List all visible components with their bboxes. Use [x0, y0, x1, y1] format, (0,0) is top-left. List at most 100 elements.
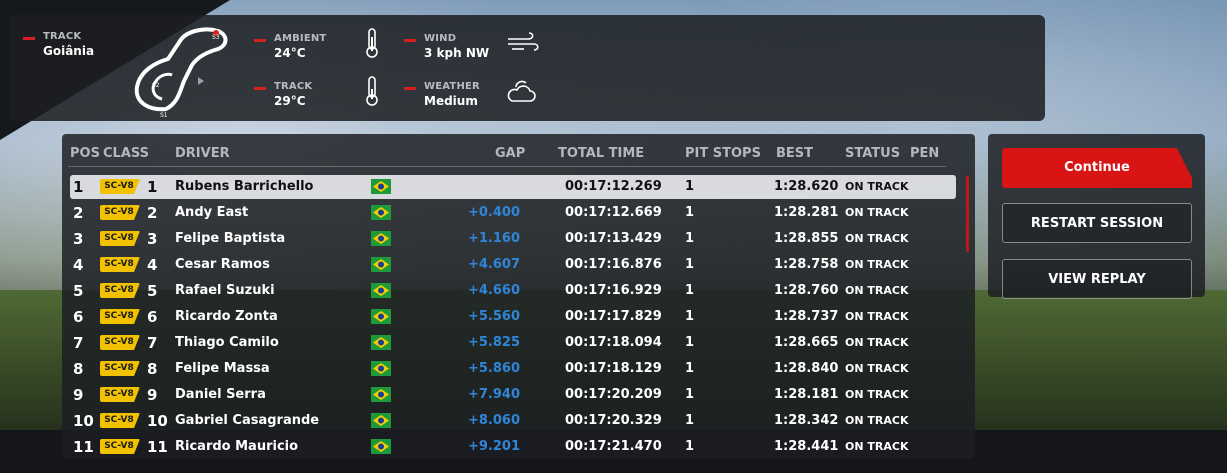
- pit-stops-cell: 1: [685, 309, 695, 324]
- pit-stops-cell: 1: [685, 387, 695, 402]
- class-badge: SC-V8: [100, 257, 140, 272]
- best-lap-cell: 1:28.441: [774, 439, 839, 454]
- best-lap-cell: 1:28.665: [774, 335, 839, 350]
- driver-name-cell: Thiago Camilo: [175, 335, 279, 350]
- table-scrollbar[interactable]: [966, 176, 969, 252]
- gap-cell: +7.940: [467, 387, 520, 402]
- status-cell: ON TRACK: [845, 362, 909, 375]
- driver-name-cell: Rubens Barrichello: [175, 179, 314, 194]
- class-badge: SC-V8: [100, 205, 140, 220]
- position-cell: 7: [73, 334, 84, 352]
- track-name-info: TRACK Goiânia: [23, 31, 94, 59]
- driver-name-cell: Rafael Suzuki: [175, 283, 275, 298]
- header-best: BEST: [776, 146, 814, 161]
- gap-cell: [440, 175, 520, 199]
- driver-name-cell: Ricardo Zonta: [175, 309, 278, 324]
- sector-label: S1: [160, 112, 168, 119]
- weather-label: WEATHER: [424, 81, 480, 92]
- gap-cell: +5.560: [467, 309, 520, 324]
- header-status: STATUS: [845, 146, 901, 161]
- header-class: CLASS: [103, 146, 150, 161]
- thermometer-icon: [366, 28, 378, 58]
- position-cell: 1: [73, 178, 84, 196]
- table-row[interactable]: 8 SC-V8 8 Felipe Massa +5.860 00:17:18.1…: [70, 357, 956, 381]
- class-badge: SC-V8: [100, 361, 140, 376]
- table-row[interactable]: 9 SC-V8 9 Daniel Serra +7.940 00:17:20.2…: [70, 383, 956, 407]
- track-map-icon: S2 S1 S3: [134, 27, 228, 119]
- track-name-label: TRACK: [43, 31, 82, 42]
- best-lap-cell: 1:28.281: [774, 205, 839, 220]
- brazil-flag-icon: [371, 387, 391, 402]
- brazil-flag-icon: [371, 335, 391, 350]
- driver-name-cell: Felipe Baptista: [175, 231, 286, 246]
- table-row[interactable]: 6 SC-V8 6 Ricardo Zonta +5.560 00:17:17.…: [70, 305, 956, 329]
- best-lap-cell: 1:28.855: [774, 231, 839, 246]
- class-position-cell: 5: [147, 282, 158, 300]
- table-row[interactable]: 11 SC-V8 11 Ricardo Mauricio +9.201 00:1…: [70, 435, 956, 459]
- wind-value: 3 kph NW: [424, 46, 490, 60]
- continue-button[interactable]: Continue: [1002, 148, 1192, 188]
- status-cell: ON TRACK: [845, 414, 909, 427]
- red-marker: [404, 87, 416, 90]
- driver-name-cell: Felipe Massa: [175, 361, 270, 376]
- table-row[interactable]: 5 SC-V8 5 Rafael Suzuki +4.660 00:17:16.…: [70, 279, 956, 303]
- brazil-flag-icon: [371, 205, 391, 220]
- red-marker: [404, 39, 416, 42]
- driver-name-cell: Cesar Ramos: [175, 257, 270, 272]
- wind-label: WIND: [424, 33, 457, 44]
- ambient-value: 24°C: [274, 46, 306, 60]
- total-time-cell: 00:17:18.129: [565, 361, 662, 376]
- table-row[interactable]: 7 SC-V8 7 Thiago Camilo +5.825 00:17:18.…: [70, 331, 956, 355]
- status-cell: ON TRACK: [845, 388, 909, 401]
- header-pos: POS: [70, 146, 100, 161]
- table-row[interactable]: 10 SC-V8 10 Gabriel Casagrande +8.060 00…: [70, 409, 956, 433]
- pit-stops-cell: 1: [685, 283, 695, 298]
- restart-session-button[interactable]: RESTART SESSION: [1002, 203, 1192, 243]
- table-row[interactable]: 4 SC-V8 4 Cesar Ramos +4.607 00:17:16.87…: [70, 253, 956, 277]
- class-badge: SC-V8: [100, 231, 140, 246]
- table-row[interactable]: 3 SC-V8 3 Felipe Baptista +1.160 00:17:1…: [70, 227, 956, 251]
- total-time-cell: 00:17:12.669: [565, 205, 662, 220]
- class-position-cell: 2: [147, 204, 158, 222]
- red-marker: [23, 37, 35, 40]
- class-position-cell: 6: [147, 308, 158, 326]
- sector-label: S3: [212, 34, 220, 41]
- total-time-cell: 00:17:21.470: [565, 439, 662, 454]
- gap-cell: +9.201: [467, 439, 520, 454]
- pit-stops-cell: 1: [685, 413, 695, 428]
- status-cell: ON TRACK: [845, 284, 909, 297]
- class-badge: SC-V8: [100, 309, 140, 324]
- class-badge: SC-V8: [100, 387, 140, 402]
- best-lap-cell: 1:28.620: [774, 179, 839, 194]
- track-temp-label: TRACK: [274, 81, 313, 92]
- status-cell: ON TRACK: [845, 336, 909, 349]
- gap-cell: +8.060: [467, 413, 520, 428]
- class-position-cell: 7: [147, 334, 158, 352]
- pit-stops-cell: 1: [685, 361, 695, 376]
- total-time-cell: 00:17:18.094: [565, 335, 662, 350]
- position-cell: 9: [73, 386, 84, 404]
- best-lap-cell: 1:28.758: [774, 257, 839, 272]
- brazil-flag-icon: [371, 439, 391, 454]
- status-cell: ON TRACK: [845, 440, 909, 453]
- class-badge: SC-V8: [100, 179, 140, 194]
- status-cell: ON TRACK: [845, 310, 909, 323]
- table-row[interactable]: 2 SC-V8 2 Andy East +0.400 00:17:12.669 …: [70, 201, 956, 225]
- brazil-flag-icon: [371, 283, 391, 298]
- total-time-cell: 00:17:13.429: [565, 231, 662, 246]
- position-cell: 8: [73, 360, 84, 378]
- view-replay-button[interactable]: VIEW REPLAY: [1002, 259, 1192, 299]
- class-position-cell: 1: [147, 178, 158, 196]
- gap-cell: +5.825: [467, 335, 520, 350]
- driver-name-cell: Ricardo Mauricio: [175, 439, 299, 454]
- class-badge: SC-V8: [100, 413, 140, 428]
- status-cell: ON TRACK: [845, 180, 909, 193]
- class-badge: SC-V8: [100, 335, 140, 350]
- class-position-cell: 9: [147, 386, 158, 404]
- total-time-cell: 00:17:20.329: [565, 413, 662, 428]
- class-position-cell: 3: [147, 230, 158, 248]
- gap-cell: +4.607: [467, 257, 520, 272]
- total-time-cell: 00:17:17.829: [565, 309, 662, 324]
- position-cell: 2: [73, 204, 84, 222]
- table-row[interactable]: 1 SC-V8 1 Rubens Barrichello 00:17:12.26…: [70, 175, 956, 199]
